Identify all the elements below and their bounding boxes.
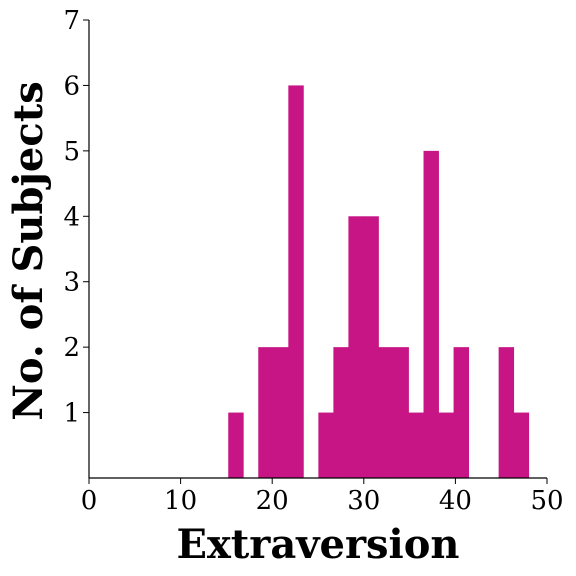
histogram-bar-1 [258,347,274,478]
histogram-bar-15 [513,412,530,478]
x-tick-label-1: 10 [164,486,197,516]
x-tick-label-5: 50 [530,486,563,516]
histogram-bar-5 [333,347,349,478]
histogram-bar-14 [498,347,515,478]
histogram-bar-11 [423,150,439,478]
histogram-bar-13 [453,347,469,478]
histogram-bar-10 [408,412,424,478]
y-tick-label-6: 7 [63,6,80,36]
y-tick-label-2: 3 [63,268,80,298]
histogram-bar-0 [228,412,244,478]
y-tick-label-3: 4 [63,202,80,232]
histogram-bar-4 [318,412,334,478]
y-tick-label-4: 5 [63,137,80,167]
x-tick-label-2: 20 [256,486,289,516]
histogram-bar-2 [273,347,289,478]
y-tick-label-1: 2 [63,333,80,363]
y-axis-title: No. of Subjects [5,81,52,420]
histogram-bar-9 [393,347,409,478]
histogram-bar-3 [288,85,304,478]
histogram-bar-7 [363,216,379,479]
x-axis-ticks: 0 10 20 30 40 50 [81,478,564,516]
y-tick-label-5: 6 [63,71,80,101]
bars-group [228,85,530,479]
x-tick-label-4: 40 [439,486,472,516]
histogram-bar-6 [348,216,364,479]
histogram-bar-8 [378,347,394,478]
y-axis-ticks: 1 2 3 4 5 6 7 [63,6,89,429]
x-axis-title: Extraversion [176,521,459,568]
y-tick-label-0: 1 [63,399,80,429]
x-tick-label-3: 30 [347,486,380,516]
histogram-bar-12 [438,412,454,478]
x-tick-label-0: 0 [81,486,98,516]
